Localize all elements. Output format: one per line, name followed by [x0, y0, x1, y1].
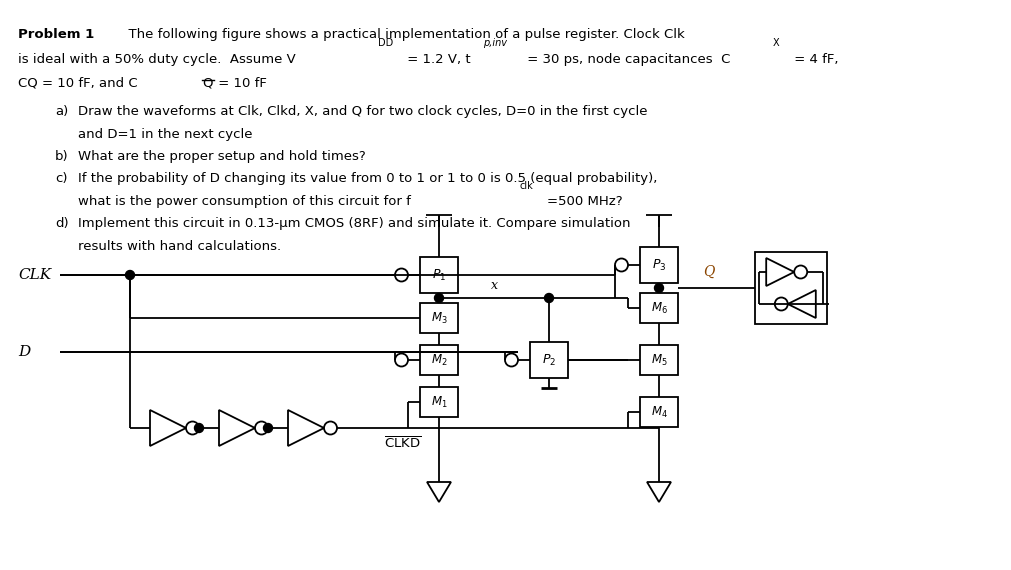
Bar [640, 397, 678, 427]
Circle shape [545, 294, 553, 303]
Text: $M_1$: $M_1$ [431, 394, 447, 410]
Bar [420, 345, 458, 375]
Text: p,inv: p,inv [483, 39, 507, 48]
Text: =500 MHz?: =500 MHz? [547, 195, 623, 208]
Text: $P_2$: $P_2$ [542, 352, 556, 368]
Text: and D=1 in the next cycle: and D=1 in the next cycle [78, 128, 253, 141]
Bar [640, 293, 678, 323]
Text: Problem 1: Problem 1 [18, 28, 94, 41]
Text: $\overline{\mathrm{CLKD}}$: $\overline{\mathrm{CLKD}}$ [384, 436, 422, 451]
Text: $P_1$: $P_1$ [432, 267, 446, 283]
Text: DD: DD [378, 39, 393, 48]
Bar [420, 387, 458, 417]
Text: b): b) [55, 150, 69, 163]
Text: a): a) [55, 105, 69, 118]
Circle shape [125, 271, 134, 279]
Text: Draw the waveforms at Clk, Clkd, X, and Q for two clock cycles, D=0 in the first: Draw the waveforms at Clk, Clkd, X, and … [78, 105, 647, 118]
Circle shape [264, 424, 273, 433]
Bar [420, 257, 458, 293]
Text: is ideal with a 50% duty cycle.  Assume V: is ideal with a 50% duty cycle. Assume V [18, 52, 296, 66]
Text: CQ = 10 fF, and C: CQ = 10 fF, and C [18, 77, 137, 90]
Text: $M_6$: $M_6$ [650, 300, 667, 316]
Bar [755, 252, 827, 324]
Text: CLK: CLK [18, 268, 52, 282]
Text: = 10 fF: = 10 fF [214, 77, 267, 90]
Text: = 30 ps, node capacitances  C: = 30 ps, node capacitances C [523, 52, 730, 66]
Text: $M_4$: $M_4$ [650, 405, 667, 420]
Text: X: X [773, 39, 779, 48]
Text: $P_3$: $P_3$ [652, 258, 666, 272]
Text: $M_2$: $M_2$ [431, 352, 447, 368]
Text: what is the power consumption of this circuit for f: what is the power consumption of this ci… [78, 195, 410, 208]
Text: If the probability of D changing its value from 0 to 1 or 1 to 0 is 0.5 (equal p: If the probability of D changing its val… [78, 172, 657, 185]
Text: x: x [490, 279, 497, 292]
Text: d): d) [55, 217, 69, 230]
Bar [640, 345, 678, 375]
Text: Implement this circuit in 0.13-μm CMOS (8RF) and simulate it. Compare simulation: Implement this circuit in 0.13-μm CMOS (… [78, 217, 631, 230]
Text: Q: Q [703, 265, 715, 279]
Bar [420, 303, 458, 333]
Bar [530, 342, 568, 378]
Text: The following figure shows a practical implementation of a pulse register. Clock: The following figure shows a practical i… [120, 28, 684, 41]
Text: results with hand calculations.: results with hand calculations. [78, 240, 281, 253]
Text: clk: clk [520, 181, 534, 191]
Text: = 1.2 V, t: = 1.2 V, t [403, 52, 471, 66]
Bar [640, 247, 678, 283]
Circle shape [194, 424, 203, 433]
Text: What are the proper setup and hold times?: What are the proper setup and hold times… [78, 150, 366, 163]
Text: = 4 fF,: = 4 fF, [790, 52, 838, 66]
Text: $M_5$: $M_5$ [651, 352, 667, 368]
Text: c): c) [55, 172, 68, 185]
Text: Q: Q [202, 77, 212, 90]
Circle shape [654, 283, 663, 292]
Circle shape [435, 294, 444, 303]
Text: D: D [18, 345, 30, 359]
Text: $M_3$: $M_3$ [431, 311, 447, 325]
